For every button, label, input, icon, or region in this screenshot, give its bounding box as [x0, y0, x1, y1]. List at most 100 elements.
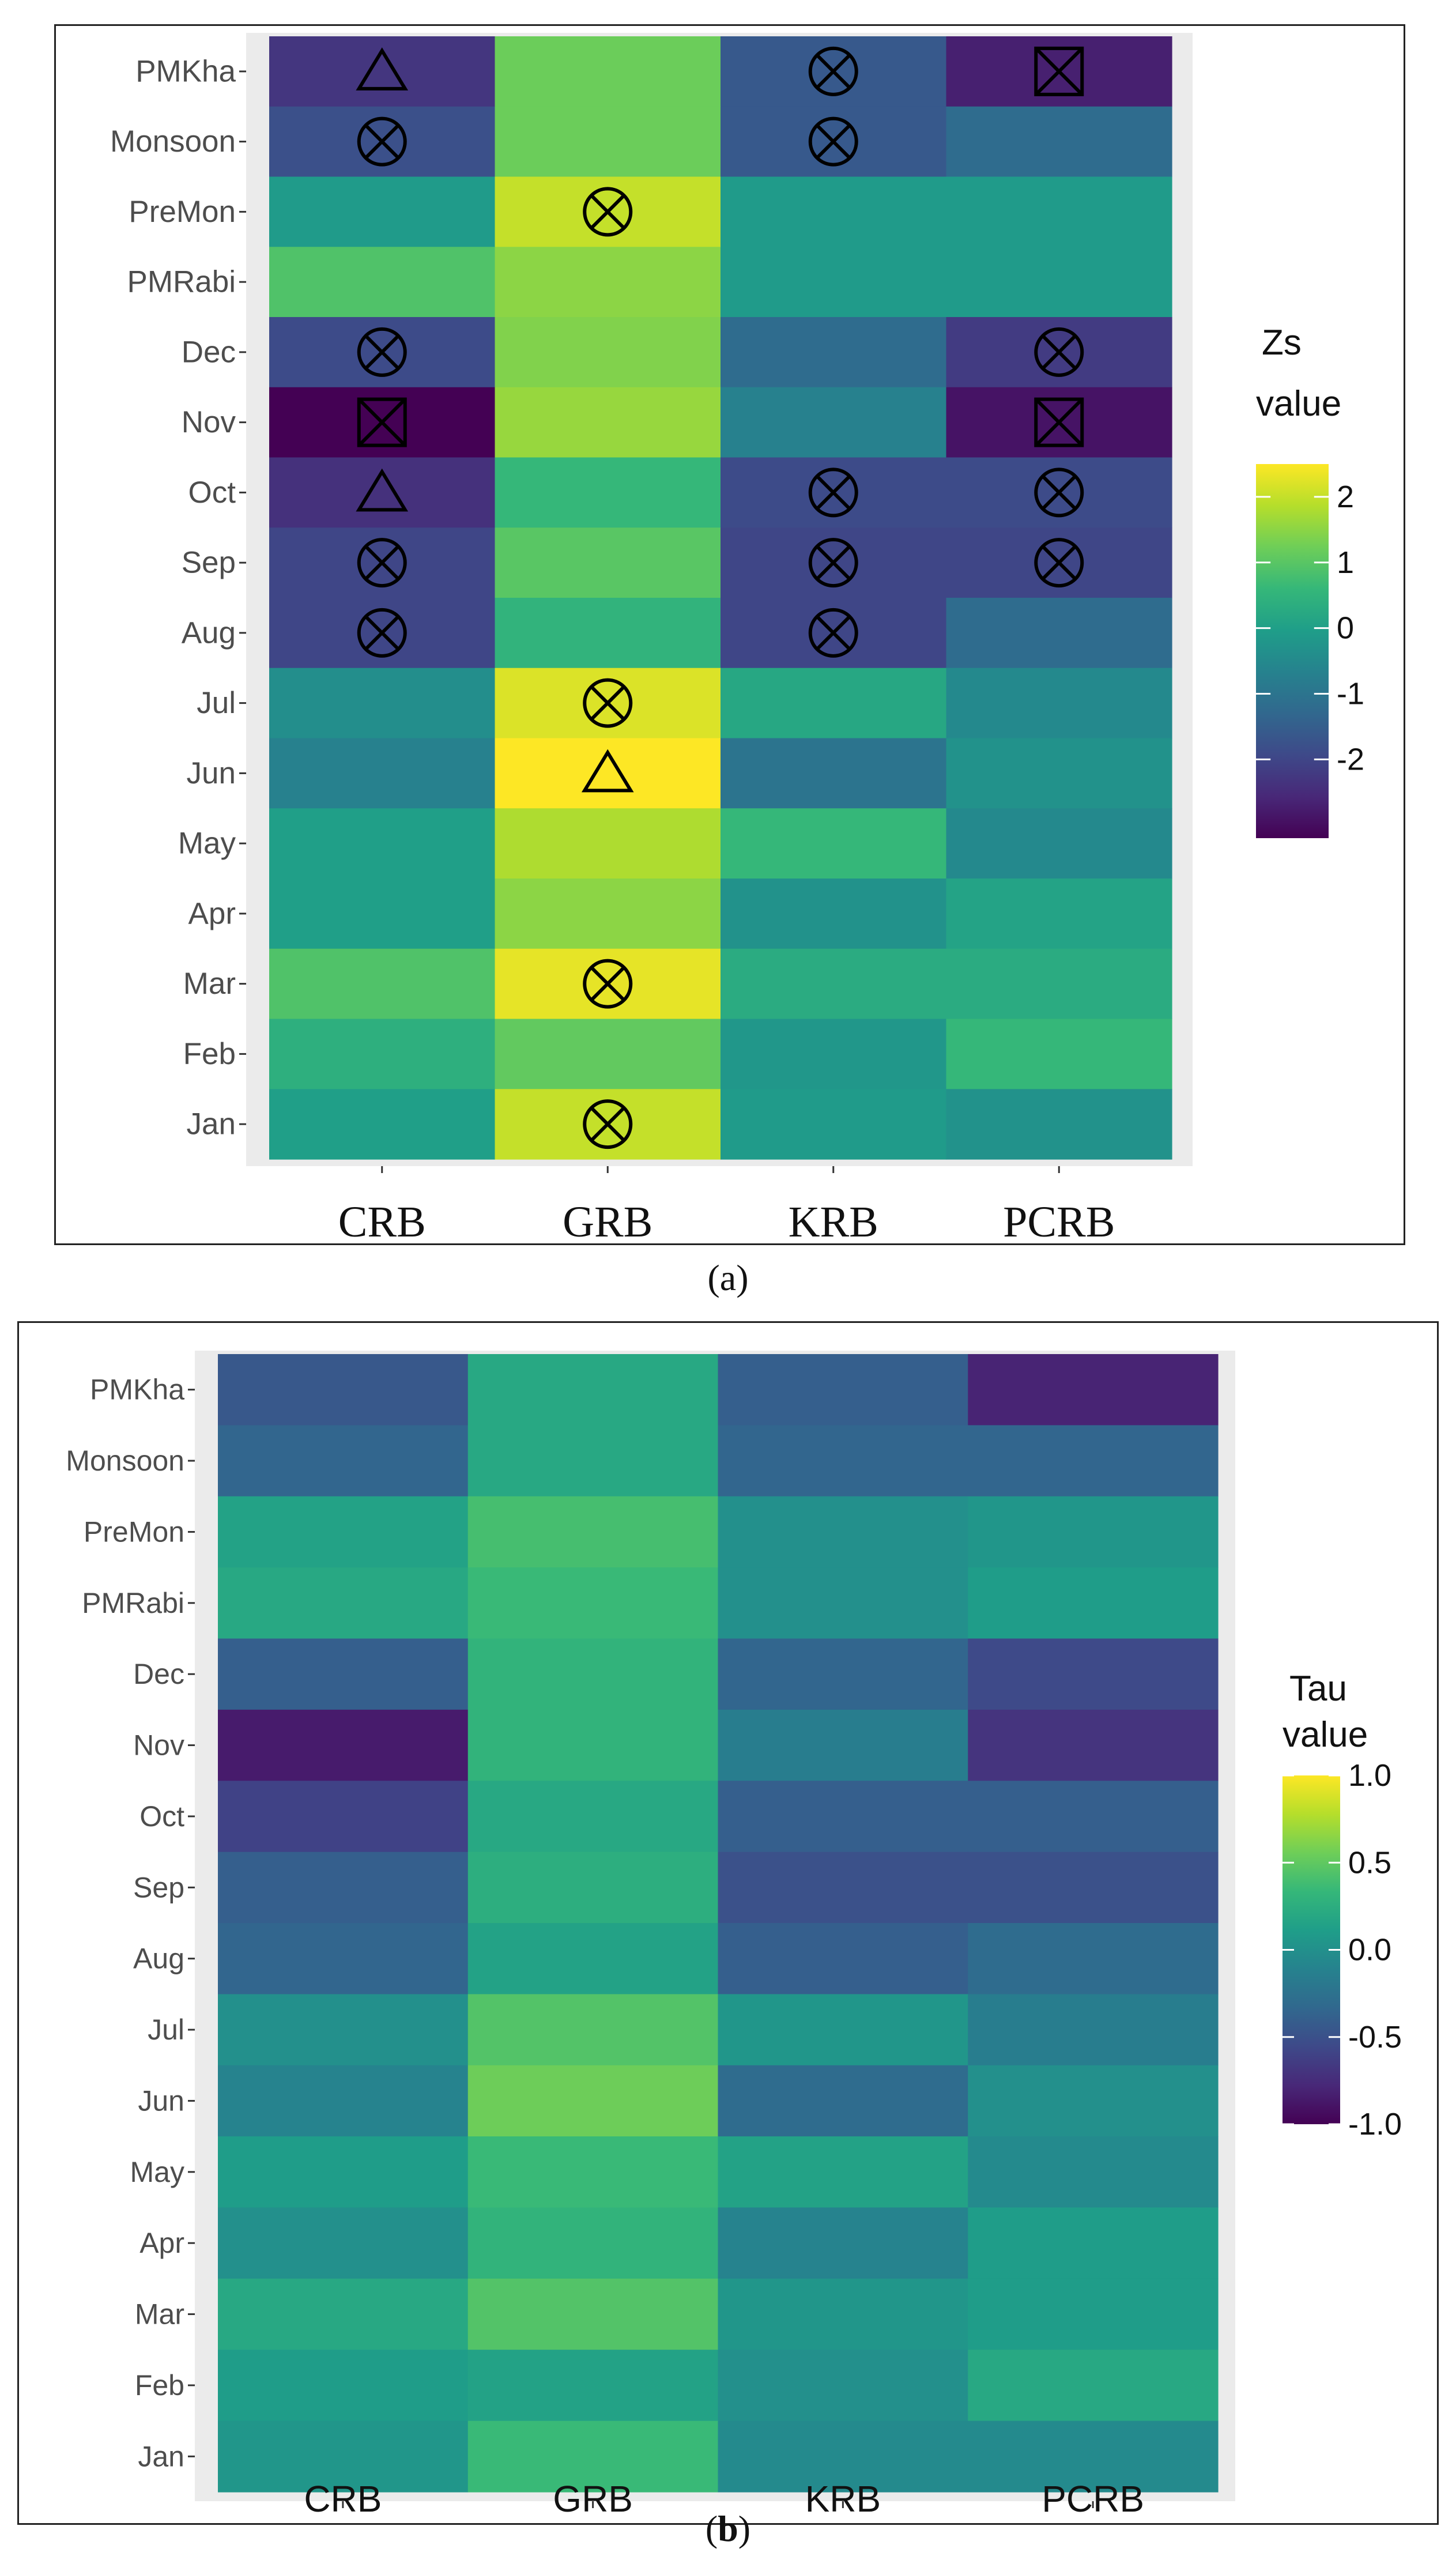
marker-circle-x-dec-crb: [357, 327, 407, 377]
tile-b-apr-pcrb: [968, 2207, 1219, 2279]
tile-a-mar-krb: [721, 948, 947, 1020]
legend-tick-label-a-3: -1: [1337, 677, 1364, 711]
tile-b-premon-grb: [467, 1496, 719, 1568]
y-tick-label-a-pmkha: PMKha: [135, 54, 236, 88]
tile-a-jun-pcrb: [946, 738, 1172, 809]
marker-square: [357, 397, 407, 447]
marker-circle: [808, 467, 858, 518]
marker-circle-x-monsoon-crb: [357, 116, 407, 167]
y-tick-label-a-feb: Feb: [183, 1037, 236, 1071]
tile-a-premon-pcrb: [946, 176, 1172, 247]
tile-b-sep-crb: [218, 1852, 469, 1924]
tile-b-may-grb: [467, 2136, 719, 2208]
marker-circle: [808, 608, 858, 658]
tile-b-may-pcrb: [968, 2136, 1219, 2208]
legend-tick-label-b-2: 0.0: [1348, 1933, 1391, 1967]
tile-b-oct-grb: [467, 1781, 719, 1853]
tile-b-jun-crb: [218, 2065, 469, 2137]
y-tick-label-a-nov: Nov: [182, 405, 236, 439]
tile-a-pmkha-crb: [269, 36, 496, 107]
tile-b-monsoon-grb: [467, 1425, 719, 1497]
marker-square-x-pmkha-pcrb: [1034, 46, 1084, 96]
tile-b-sep-krb: [718, 1852, 968, 1924]
heatmap-b: PMKha Monsoon PreMon PMRabi Dec Nov Oct Sep Aug J…: [66, 1351, 1402, 2520]
legend-title-b-line1: Tau: [1289, 1669, 1347, 1709]
tile-b-dec-krb: [718, 1638, 968, 1710]
marker-triangle: [356, 468, 409, 512]
tile-a-oct-grb: [495, 457, 721, 528]
legend-tick-label-a-1: 1: [1337, 545, 1354, 580]
tile-a-pmrabi-grb: [495, 247, 721, 318]
marker-circle: [583, 678, 633, 728]
tile-a-oct-crb: [269, 457, 496, 528]
tile-b-apr-crb: [218, 2207, 469, 2279]
legend-tick-label-b-4: -1.0: [1348, 2107, 1402, 2141]
marker-cross-b: [1041, 545, 1077, 580]
legend-title-b-line2: value: [1283, 1715, 1368, 1755]
y-tick-label-a-jul: Jul: [197, 686, 236, 720]
tile-a-premon-krb: [721, 176, 947, 247]
legend-tick-label-b-3: -0.5: [1348, 2020, 1402, 2054]
tile-a-apr-pcrb: [946, 879, 1172, 949]
y-tick-label-a-premon: PreMon: [129, 195, 236, 229]
marker-cross-b: [590, 685, 625, 721]
marker-circle-x-sep-pcrb: [1034, 538, 1084, 588]
caption-b-open: (: [705, 2508, 718, 2549]
marker-cross-b: [816, 545, 851, 580]
marker-circle: [357, 538, 407, 588]
tile-a-sep-grb: [495, 527, 721, 598]
tile-a-nov-krb: [721, 387, 947, 458]
marker-square-x-nov-crb: [357, 397, 407, 447]
marker-circle-x-premon-grb: [583, 187, 633, 237]
tile-b-jun-pcrb: [968, 2065, 1219, 2137]
marker-circle-x-oct-krb: [808, 467, 858, 518]
tile-a-jun-krb: [721, 738, 947, 809]
tile-a-feb-krb: [721, 1019, 947, 1089]
caption-a: (a): [707, 1257, 749, 1298]
tile-a-apr-krb: [721, 879, 947, 949]
tile-a-apr-grb: [495, 879, 721, 949]
tile-b-premon-pcrb: [968, 1496, 1219, 1568]
panel-a-frame: PMKha Monsoon PreMon PMRabi Dec Nov Oct Sep Aug J…: [54, 24, 1405, 1246]
tile-a-premon-crb: [269, 176, 496, 247]
y-tick-label-b-aug: Aug: [133, 1943, 184, 1975]
tile-a-jul-crb: [269, 668, 496, 739]
tile-b-nov-krb: [718, 1709, 968, 1781]
tile-b-nov-crb: [218, 1709, 469, 1781]
y-tick-label-b-apr: Apr: [139, 2227, 184, 2259]
tile-a-feb-pcrb: [946, 1019, 1172, 1089]
tile-b-aug-grb: [467, 1923, 719, 1995]
marker-cross-b: [590, 966, 625, 1002]
y-tick-label-b-monsoon: Monsoon: [66, 1445, 184, 1477]
marker-circle: [1034, 467, 1084, 518]
tile-b-monsoon-krb: [718, 1425, 968, 1497]
tile-b-feb-pcrb: [968, 2350, 1219, 2422]
tile-b-jan-pcrb: [968, 2420, 1219, 2493]
y-tick-label-b-oct: Oct: [139, 1800, 184, 1833]
y-tick-label-a-mar: Mar: [183, 967, 236, 1001]
legend-tick-label-a-2: 0: [1337, 611, 1354, 646]
tile-a-apr-crb: [269, 879, 496, 949]
marker-circle: [808, 538, 858, 588]
y-tick-label-b-sep: Sep: [133, 1871, 184, 1903]
tile-b-jun-krb: [718, 2065, 968, 2137]
x-tick-label-b-krb: KRB: [805, 2478, 881, 2520]
tile-b-pmkha-pcrb: [968, 1354, 1219, 1426]
tile-a-jun-crb: [269, 738, 496, 809]
marker-circle: [1034, 327, 1084, 377]
marker-cross-b: [1041, 474, 1077, 510]
marker-triangle-oct-crb: [356, 468, 409, 512]
tile-b-jun-grb: [467, 2065, 719, 2137]
tile-b-may-krb: [718, 2136, 968, 2208]
tile-a-may-grb: [495, 808, 721, 879]
tile-b-oct-krb: [718, 1781, 968, 1853]
x-tick-label-b-crb: CRB: [304, 2478, 382, 2520]
tile-b-monsoon-pcrb: [968, 1425, 1219, 1497]
legend-title-a-line2: value: [1256, 384, 1341, 424]
legend-title-a-line1: Zs: [1262, 323, 1302, 363]
legend-tick-label-b-1: 0.5: [1348, 1845, 1391, 1880]
marker-cross-b: [364, 615, 400, 651]
tile-a-mar-pcrb: [946, 948, 1172, 1020]
tile-a-mar-crb: [269, 948, 496, 1020]
marker-cross-b: [590, 194, 625, 229]
